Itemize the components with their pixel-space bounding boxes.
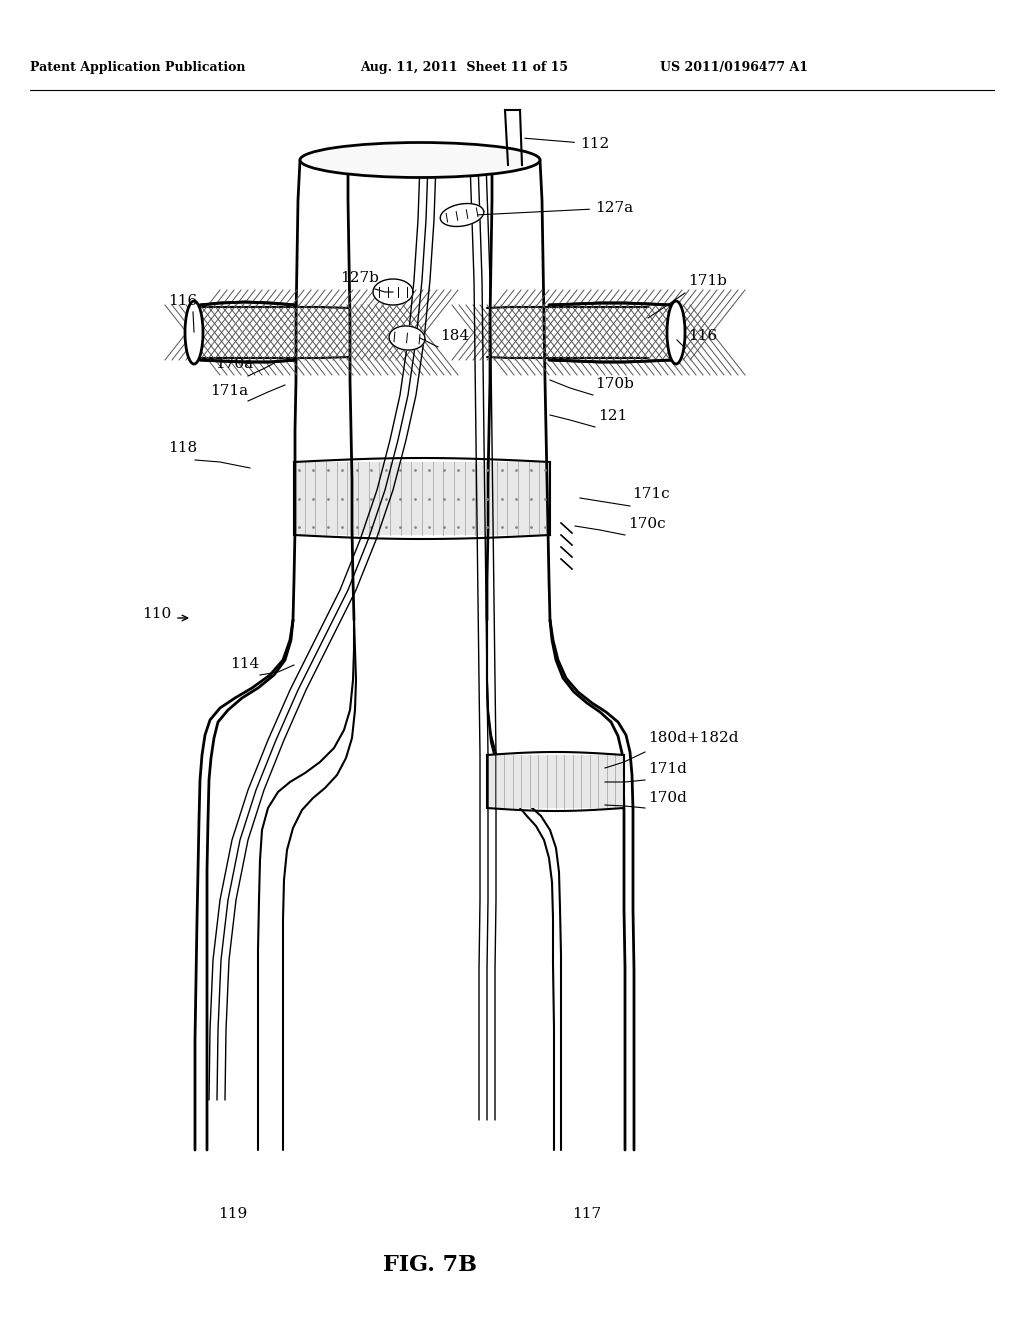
Text: 116: 116 [688, 329, 717, 343]
Text: 116: 116 [168, 294, 198, 308]
Text: 171b: 171b [688, 275, 727, 288]
Text: FIG. 7B: FIG. 7B [383, 1254, 477, 1276]
Polygon shape [373, 279, 413, 305]
Text: 180d+182d: 180d+182d [648, 731, 738, 744]
Text: 110: 110 [142, 607, 171, 620]
Polygon shape [389, 326, 425, 350]
Text: 171a: 171a [210, 384, 248, 399]
Text: 171c: 171c [632, 487, 670, 502]
Text: 117: 117 [572, 1206, 601, 1221]
Ellipse shape [300, 143, 540, 177]
Text: 119: 119 [218, 1206, 247, 1221]
Text: 170b: 170b [595, 378, 634, 391]
Text: US 2011/0196477 A1: US 2011/0196477 A1 [660, 62, 808, 74]
Ellipse shape [667, 301, 685, 364]
Bar [294, 462, 550, 535]
Text: 112: 112 [524, 137, 609, 150]
Text: Patent Application Publication: Patent Application Publication [30, 62, 246, 74]
Text: Aug. 11, 2011  Sheet 11 of 15: Aug. 11, 2011 Sheet 11 of 15 [360, 62, 568, 74]
Ellipse shape [185, 301, 203, 364]
Text: 170d: 170d [648, 791, 687, 805]
Text: 121: 121 [598, 409, 628, 422]
Text: 170a: 170a [215, 356, 253, 371]
Text: 170c: 170c [628, 517, 666, 531]
Text: 118: 118 [168, 441, 198, 455]
Text: 114: 114 [230, 657, 259, 671]
Polygon shape [440, 203, 483, 227]
Text: 184: 184 [440, 329, 469, 343]
Text: 127a: 127a [478, 201, 633, 215]
Text: 127b: 127b [340, 271, 379, 285]
Text: 171d: 171d [648, 762, 687, 776]
Bar [487, 755, 624, 808]
